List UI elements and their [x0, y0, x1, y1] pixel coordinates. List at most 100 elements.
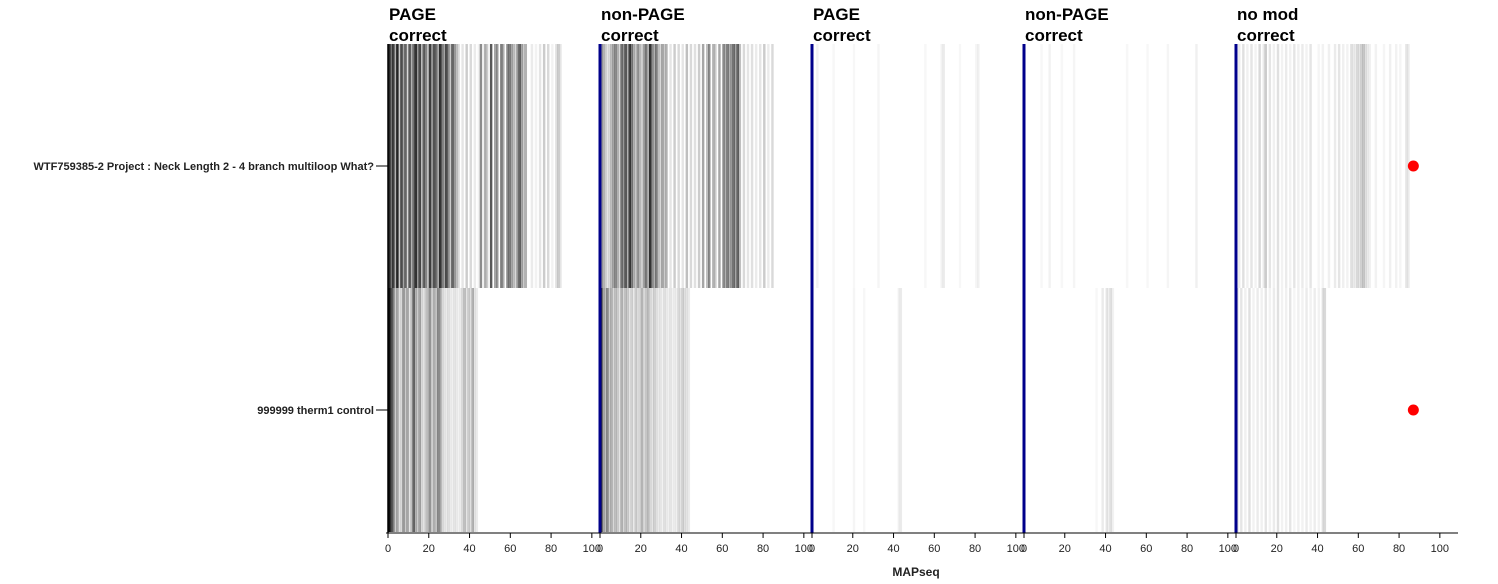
panel-title-line2: correct [601, 26, 659, 45]
heatmap-cell [430, 44, 434, 288]
heatmap-cell [653, 44, 656, 288]
heatmap-cell [438, 288, 442, 532]
heatmap-cell [461, 288, 464, 532]
heatmap-cell [394, 288, 397, 532]
heatmap-cell [618, 288, 621, 532]
heatmap-cell [1242, 44, 1245, 288]
heatmap-cell [1146, 44, 1148, 288]
heatmap-cell [673, 44, 676, 288]
heatmap-cell [489, 44, 493, 288]
heatmap-cell [730, 44, 733, 288]
heatmap-cell [436, 44, 440, 288]
heatmap-cell [673, 288, 676, 532]
heatmap-cell [642, 44, 646, 288]
x-tick-label: 0 [597, 543, 603, 555]
heatmap-cell [416, 288, 419, 532]
heatmap-cell [418, 288, 422, 532]
heatmap-cell [404, 288, 407, 532]
x-tick-label: 20 [1059, 543, 1071, 555]
heatmap-cell [1280, 288, 1284, 532]
heatmap-cell [494, 44, 497, 288]
heatmap-cell [408, 288, 411, 532]
heatmap-cell [771, 44, 774, 288]
heatmap-cell [483, 44, 487, 288]
heatmap-cell [634, 44, 638, 288]
heatmap-cell [412, 44, 415, 288]
heatmap-cell [459, 288, 462, 532]
heatmap-cell [648, 288, 652, 532]
heatmap-cell [852, 288, 856, 532]
heatmap-cell [602, 288, 605, 532]
heatmap-cell [512, 44, 515, 288]
heatmap-cell [400, 288, 403, 532]
heatmap-cell [683, 288, 687, 532]
heatmap-cell [1284, 288, 1288, 532]
heatmap-cell [714, 44, 717, 288]
heatmap-cell [1362, 44, 1365, 288]
heatmap-cell [518, 44, 521, 288]
heatmap-cell [1360, 44, 1363, 288]
heatmap-cell [687, 288, 691, 532]
heatmap-cell [616, 44, 619, 288]
heatmap-cell [1321, 44, 1325, 288]
heatmap-cell [390, 288, 393, 532]
heatmap-cell [1256, 288, 1259, 532]
heatmap-cell [1293, 44, 1296, 288]
heatmap-cell [612, 44, 615, 288]
heatmap-cell [465, 288, 468, 532]
heatmap-cell [479, 44, 483, 288]
heatmap-cell [555, 44, 558, 288]
heatmap-cell [630, 288, 634, 532]
heatmap-cell [767, 44, 770, 288]
x-tick-label: 20 [1271, 543, 1283, 555]
heatmap-cell [640, 288, 644, 532]
heatmap-cell [648, 44, 652, 288]
heatmap-cell [606, 44, 609, 288]
heatmap-cell [642, 288, 646, 532]
heatmap-cell [620, 44, 623, 288]
heatmap-cell [940, 44, 943, 288]
heatmap-cell [708, 44, 711, 288]
heatmap-cell [547, 44, 550, 288]
heatmap-cell [392, 44, 395, 288]
x-tick-label: 0 [385, 543, 391, 555]
heatmap-cell [398, 44, 401, 288]
heatmap-cell [410, 288, 413, 532]
heatmap-cell [626, 44, 629, 288]
heatmap-cell [445, 288, 448, 532]
heatmap-cell [618, 44, 621, 288]
heatmap-cell [396, 288, 399, 532]
heatmap-cell [655, 44, 658, 288]
heatmap-cell [388, 288, 391, 532]
heatmap-cell [1040, 44, 1042, 288]
heatmap-cell [542, 44, 546, 288]
heatmap-cell [1309, 288, 1312, 532]
heatmap-cell [924, 44, 926, 288]
heatmap-cell [1284, 44, 1288, 288]
heatmap-cell [1399, 44, 1402, 288]
heatmap-cell [430, 288, 434, 532]
heatmap-cell [602, 44, 605, 288]
heatmap-cell [722, 44, 725, 288]
heatmap-cell [636, 288, 640, 532]
heatmap-cell [426, 288, 430, 532]
heatmap-cell [614, 44, 617, 288]
heatmap-cell [1238, 44, 1241, 288]
heatmap-cell [1248, 288, 1251, 532]
heatmap-cell [418, 44, 422, 288]
heatmap-cell [1317, 44, 1320, 288]
heatmap-cell [477, 44, 481, 288]
heatmap-cell [424, 44, 428, 288]
heatmap-cell [520, 44, 523, 288]
heatmap-cell [863, 288, 865, 532]
x-tick-label: 100 [795, 543, 813, 555]
heatmap-cell [1244, 288, 1247, 532]
heatmap-cell [899, 288, 903, 532]
heatmap-cell [1382, 44, 1386, 288]
panel-title-line2: correct [389, 26, 447, 45]
heatmap-cell [432, 288, 436, 532]
x-tick-label: 0 [1021, 543, 1027, 555]
heatmap-cell [832, 288, 834, 532]
heatmap-cell [1276, 288, 1280, 532]
heatmap-cell [510, 44, 513, 288]
